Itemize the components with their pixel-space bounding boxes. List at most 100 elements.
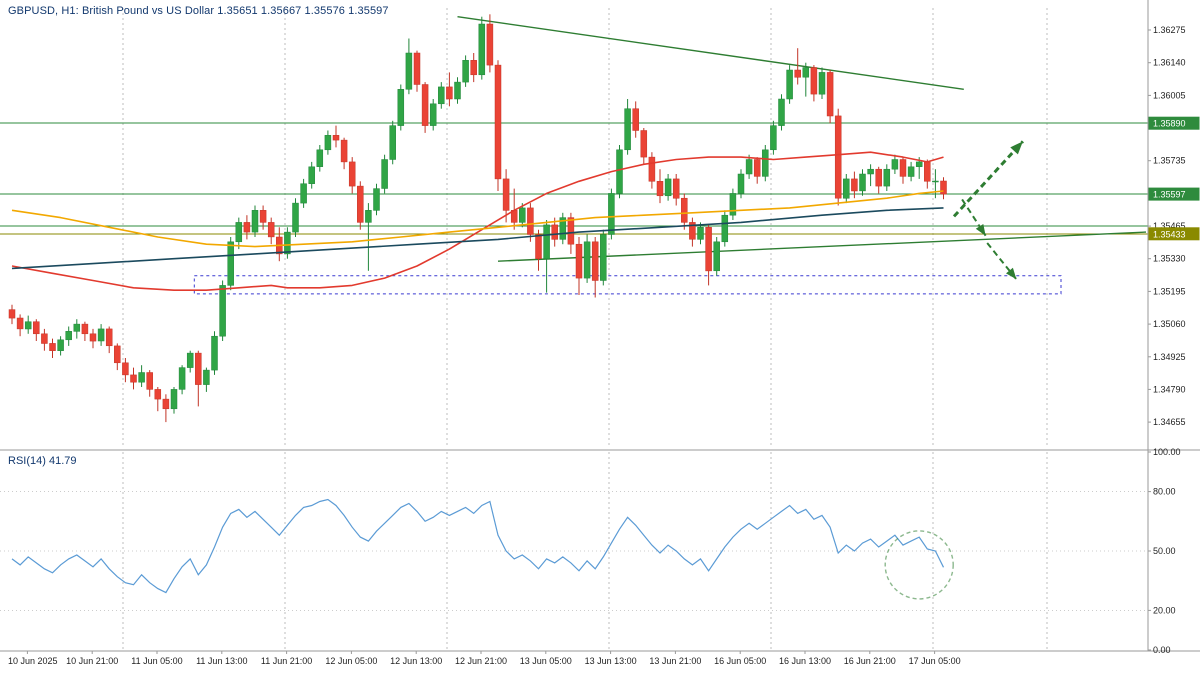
candle-down	[567, 217, 575, 245]
candle-down	[940, 180, 947, 195]
candle-up	[664, 178, 672, 197]
time-axis-label: 11 Jun 05:00	[131, 656, 182, 666]
ma-navy	[11, 207, 944, 270]
candle-down	[421, 84, 429, 126]
grid-lines	[122, 8, 1048, 650]
horizontal-levels[interactable]	[0, 122, 1148, 235]
rsi-highlight-circle[interactable]	[884, 530, 954, 600]
candle-up	[429, 103, 437, 126]
candle-up	[316, 149, 324, 167]
candle-down	[154, 389, 162, 400]
price-axis-label: 1.35735	[1153, 156, 1186, 166]
candle-up	[454, 81, 461, 100]
rsi-axis-label: 50.00	[1153, 546, 1176, 556]
candle-up	[915, 161, 923, 167]
candle-down	[243, 222, 251, 233]
candle-down	[640, 130, 648, 158]
candle-up	[97, 328, 105, 342]
candle-up	[73, 323, 81, 332]
ma-orange	[11, 190, 944, 248]
candle-down	[81, 323, 89, 335]
candle-up	[138, 372, 145, 383]
candle-down	[632, 108, 639, 131]
candle-down	[41, 333, 48, 344]
price-axis-label: 1.35465	[1153, 221, 1186, 231]
down-arrow-1[interactable]	[961, 198, 987, 237]
candle-up	[170, 389, 178, 410]
candle-up	[373, 188, 380, 211]
candle-up	[729, 193, 737, 216]
candle-down	[340, 139, 348, 163]
rsi-line	[11, 498, 945, 594]
candle-down	[89, 333, 97, 342]
time-axis-label: 13 Jun 05:00	[520, 656, 572, 666]
candle-up	[770, 125, 777, 151]
candle-up	[713, 241, 720, 272]
rsi-axis-label: 20.00	[1153, 605, 1176, 615]
candle-down	[33, 321, 40, 335]
time-axis-label: 10 Jun 21:00	[66, 656, 118, 666]
candle-up	[600, 234, 607, 281]
price-badge	[1148, 187, 1200, 201]
candle-up	[227, 241, 234, 286]
candle-down	[114, 345, 121, 364]
candle-down	[834, 115, 842, 199]
time-axis-label: 13 Jun 21:00	[649, 656, 701, 666]
time-axis-label: 16 Jun 13:00	[779, 656, 831, 666]
candle-down	[591, 241, 599, 281]
rsi-axis-label: 100.00	[1153, 447, 1181, 457]
time-axis-label: 10 Jun 2025	[8, 656, 58, 666]
candle-up	[907, 166, 915, 177]
price-axis[interactable]: 1.36275 1.36140 1.36005 1.35735 1.35465 1.353…	[1148, 25, 1200, 427]
candle-down	[575, 243, 583, 279]
candle-up	[818, 72, 826, 95]
ma-red	[11, 151, 944, 292]
candles-layer	[8, 14, 947, 423]
demand-zone-rectangle[interactable]	[193, 275, 1062, 295]
candle-down	[648, 156, 656, 182]
candle-down	[486, 23, 494, 66]
price-axis-label: 1.35060	[1153, 319, 1186, 329]
panel-separators	[0, 0, 1200, 652]
candle-down	[810, 67, 818, 95]
candle-up	[891, 159, 899, 170]
descending-trendline[interactable]	[457, 16, 964, 90]
candle-down	[826, 72, 834, 117]
candle-down	[446, 86, 453, 100]
candle-up	[543, 224, 550, 260]
candle-up	[308, 166, 315, 184]
rsi-axis[interactable]: 100.00 80.00 50.00 20.00 0.00	[1148, 447, 1181, 655]
time-axis[interactable]: 10 Jun 2025 10 Jun 21:00 11 Jun 05:00 11 Ju…	[8, 651, 961, 666]
time-axis-label: 12 Jun 05:00	[325, 656, 377, 666]
rsi-axis-label: 0.00	[1153, 645, 1171, 655]
candle-down	[535, 234, 542, 259]
rsi-indicator-label: RSI(14) 41.79	[8, 455, 77, 467]
candle-down	[146, 372, 153, 390]
price-badge-label: 1.35433	[1153, 229, 1186, 239]
candle-down	[494, 64, 502, 180]
candle-down	[875, 168, 882, 187]
price-badge-label: 1.35597	[1153, 190, 1186, 200]
up-arrow[interactable]	[952, 140, 1025, 218]
candle-down	[413, 52, 421, 85]
candle-up	[616, 149, 623, 194]
candle-down	[705, 227, 712, 272]
price-axis-label: 1.36140	[1153, 58, 1186, 68]
candle-down	[551, 224, 558, 240]
candle-down	[851, 178, 858, 192]
candle-up	[721, 214, 729, 243]
candle-down	[332, 135, 340, 141]
down-arrow-2[interactable]	[986, 242, 1018, 280]
arrow-annotations[interactable]	[952, 140, 1025, 280]
candle-down	[899, 159, 907, 177]
candle-down	[357, 185, 364, 223]
candle-down	[105, 328, 113, 347]
candle-down	[527, 207, 534, 235]
candle-up	[697, 227, 704, 240]
candle-down	[195, 352, 202, 385]
candle-up	[583, 241, 591, 279]
price-axis-label: 1.34925	[1153, 352, 1186, 362]
candle-down	[924, 161, 931, 182]
